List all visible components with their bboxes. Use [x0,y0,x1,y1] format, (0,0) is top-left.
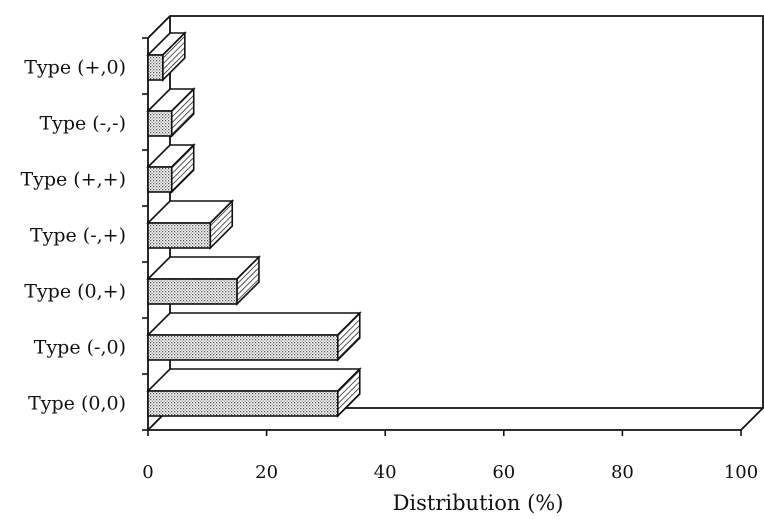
bar [146,255,261,306]
category-label: Type (-,0) [34,337,126,359]
bar-top-face [146,312,362,336]
x-tick-label: 0 [142,462,153,483]
category-label: Type (0,+) [24,281,126,303]
bar [146,87,196,138]
bar-front-face [147,110,173,137]
x-tick-label: 60 [492,462,515,483]
bar [146,199,235,250]
bar-front-face [147,54,164,81]
bar-front-face [147,166,173,193]
x-axis: 0 20 40 60 80 100 [142,430,758,483]
category-label: Type (+,0) [24,57,126,79]
x-tick-label: 100 [724,462,758,483]
bar [146,311,362,362]
x-tick-label: 40 [374,462,397,483]
bar [146,367,362,418]
plot-frame [147,15,764,431]
category-label: Type (0,0) [28,393,126,415]
bar-front-face [147,278,238,305]
x-axis-title: Distribution (%) [393,491,564,515]
y-axis: Type (0,0) Type (-,0) Type (0,+) Type (-,+)… [20,37,148,431]
bars [146,31,362,418]
x-tick-label: 20 [255,462,278,483]
category-label: Type (-,+) [30,225,126,247]
bar [146,31,187,82]
bar-top-face [146,368,362,392]
bar-front-face [147,222,212,249]
floor-plane [147,407,764,431]
bar-front-face [147,390,339,417]
back-wall [147,15,764,408]
category-label: Type (-,-) [39,113,126,135]
category-label: Type (+,+) [20,169,126,191]
bar-front-face [147,334,339,361]
x-tick-label: 80 [611,462,634,483]
bar [146,143,196,194]
